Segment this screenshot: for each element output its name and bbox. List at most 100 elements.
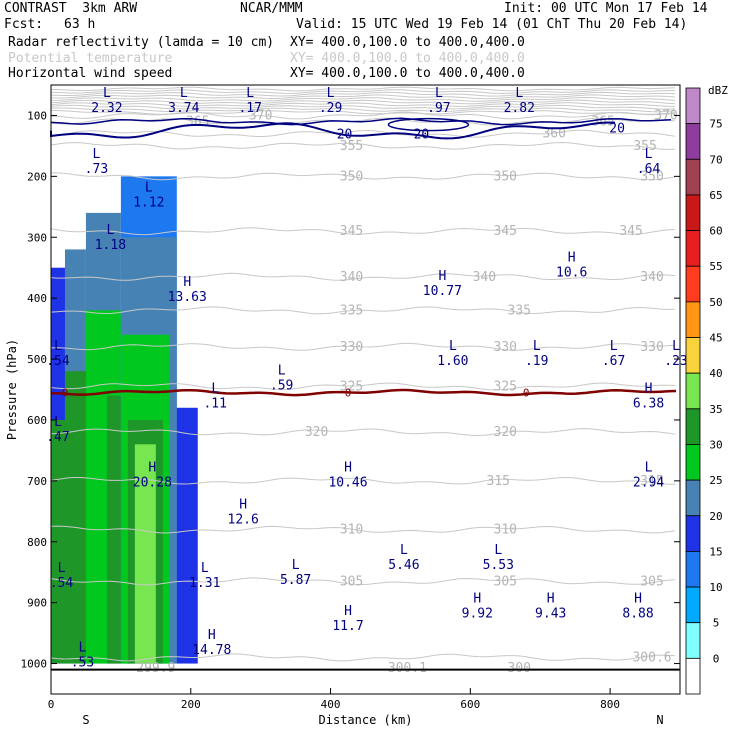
extremum-value-19: .11: [203, 397, 226, 412]
theta-strat-line-3: [50, 94, 676, 100]
wind-label-0: 20: [337, 128, 353, 143]
extremum-value-6: .73: [85, 162, 108, 177]
extremum-kind-9: L: [106, 223, 114, 238]
theta-contour-310: [50, 525, 676, 534]
extremum-kind-23: H: [344, 461, 352, 476]
extremum-kind-5: L: [515, 86, 523, 101]
extremum-kind-4: L: [435, 86, 443, 101]
theta-contour-300.6: [50, 653, 676, 662]
colorbar-label-25: 25: [709, 474, 722, 487]
x-tick-label-800: 800: [600, 698, 620, 711]
extremum-value-30: .54: [50, 576, 74, 591]
extremum-value-32: 9.43: [535, 607, 566, 622]
freezing-label-2: 0: [523, 387, 530, 400]
x-tick-label-400: 400: [321, 698, 341, 711]
wind-contour-ring: [387, 117, 470, 132]
colorbar-label-75: 75: [709, 118, 722, 131]
x-end-label-right: N: [656, 713, 663, 727]
extremum-kind-11: H: [438, 269, 446, 284]
colorbar-swatch-10: [685, 444, 701, 481]
wind-contour-inner: [50, 117, 672, 126]
theta-label-320-0: 320: [305, 425, 328, 440]
theta-contour-350: [51, 172, 676, 181]
extremum-value-7: .64: [637, 162, 661, 177]
colorbar-label-30: 30: [709, 438, 722, 451]
theta-label-350-0: 350: [340, 169, 363, 184]
extremum-value-20: 6.38: [633, 397, 664, 412]
y-tick-label-100: 100: [27, 109, 47, 122]
theta-label-305-2: 305: [640, 574, 663, 589]
y-tick-label-900: 900: [27, 597, 47, 610]
header-field-theta-xy: XY= 400.0,100.0 to 400.0,400.0: [290, 51, 525, 66]
extremum-value-25: 12.6: [228, 512, 259, 527]
theta-label-340-1: 340: [473, 270, 496, 285]
theta-strat-line-0: [50, 86, 676, 92]
extremum-kind-31: H: [473, 592, 481, 607]
y-tick-label-800: 800: [27, 536, 47, 549]
extremum-value-1: 3.74: [168, 101, 199, 116]
y-tick-label-700: 700: [27, 475, 47, 488]
extremum-value-35: 14.78: [192, 643, 231, 658]
theta-label-325-1: 325: [494, 379, 517, 394]
theta-label-355-0: 355: [340, 139, 363, 154]
theta-label-360-0: 360: [542, 127, 565, 142]
extremum-kind-30: L: [58, 561, 66, 576]
y-tick-label-500: 500: [27, 353, 47, 366]
theta-label-315-0: 315: [487, 474, 510, 489]
colorbar-swatch-4: [685, 230, 701, 267]
x-tick-label-600: 600: [460, 698, 480, 711]
theta-strat-line-6: [50, 102, 676, 107]
header-field-wind-xy: XY= 400.0,100.0 to 400.0,400.0: [290, 66, 525, 81]
reflectivity-cell-12: [176, 407, 198, 664]
extremum-kind-29: L: [201, 561, 209, 576]
theta-label-345-1: 345: [494, 224, 517, 239]
theta-strat-line-4: [50, 96, 676, 102]
theta-contour-370: [50, 111, 676, 120]
theta-label-310-0: 310: [340, 523, 363, 538]
theta-strat-line-7: [50, 104, 676, 110]
extremum-value-34: 11.7: [332, 619, 363, 634]
theta-label-340-0: 340: [340, 270, 363, 285]
y-tick-label-200: 200: [27, 170, 47, 183]
extremum-kind-34: H: [344, 604, 352, 619]
colorbar-swatch-12: [685, 515, 701, 552]
colorbar-unit: dBZ: [708, 84, 728, 97]
theta-label-345-2: 345: [619, 224, 642, 239]
y-axis-label: Pressure (hPa): [5, 339, 19, 440]
reflectivity-cell-11: [134, 444, 156, 664]
theta-contour-355: [50, 141, 676, 150]
theta-strat-line-8: [50, 107, 676, 113]
theta-bottom-label-0: 299.9: [136, 661, 175, 676]
y-tick-label-600: 600: [27, 414, 47, 427]
wind-label-1: 20: [414, 128, 430, 143]
theta-label-330-2: 330: [640, 340, 663, 355]
y-tick-label-400: 400: [27, 292, 47, 305]
x-axis-label: Distance (km): [319, 713, 413, 727]
plot-frame: [50, 84, 681, 695]
colorbar-swatch-0: [685, 87, 701, 125]
colorbar-swatch-14: [685, 586, 701, 624]
theta-label-365-0: 365: [186, 115, 209, 130]
extremum-kind-19: L: [211, 382, 219, 397]
theta-label-340-2: 340: [640, 270, 663, 285]
extremum-value-26: 5.46: [388, 558, 419, 573]
theta-contour-340: [50, 272, 676, 281]
y-tick-label-300: 300: [27, 231, 47, 244]
freezing-label-1: 0: [345, 387, 352, 400]
header-field-theta: Potential temperature: [8, 51, 173, 66]
reflectivity-cell-3: [64, 371, 86, 664]
colorbar-label-35: 35: [709, 403, 722, 416]
colorbar-label-65: 65: [709, 189, 722, 202]
x-end-label-left: S: [82, 713, 89, 727]
extremum-value-27: 5.53: [483, 558, 514, 573]
theta-bottom-label-2: 300: [508, 661, 531, 676]
extremum-kind-18: L: [278, 363, 286, 378]
extremum-kind-2: L: [246, 86, 254, 101]
header-init: Init: 00 UTC Mon 17 Feb 14: [504, 1, 708, 16]
extremum-value-36: .53: [71, 655, 94, 670]
colorbar-swatch-13: [685, 551, 701, 588]
extremum-value-29: 1.31: [189, 576, 220, 591]
